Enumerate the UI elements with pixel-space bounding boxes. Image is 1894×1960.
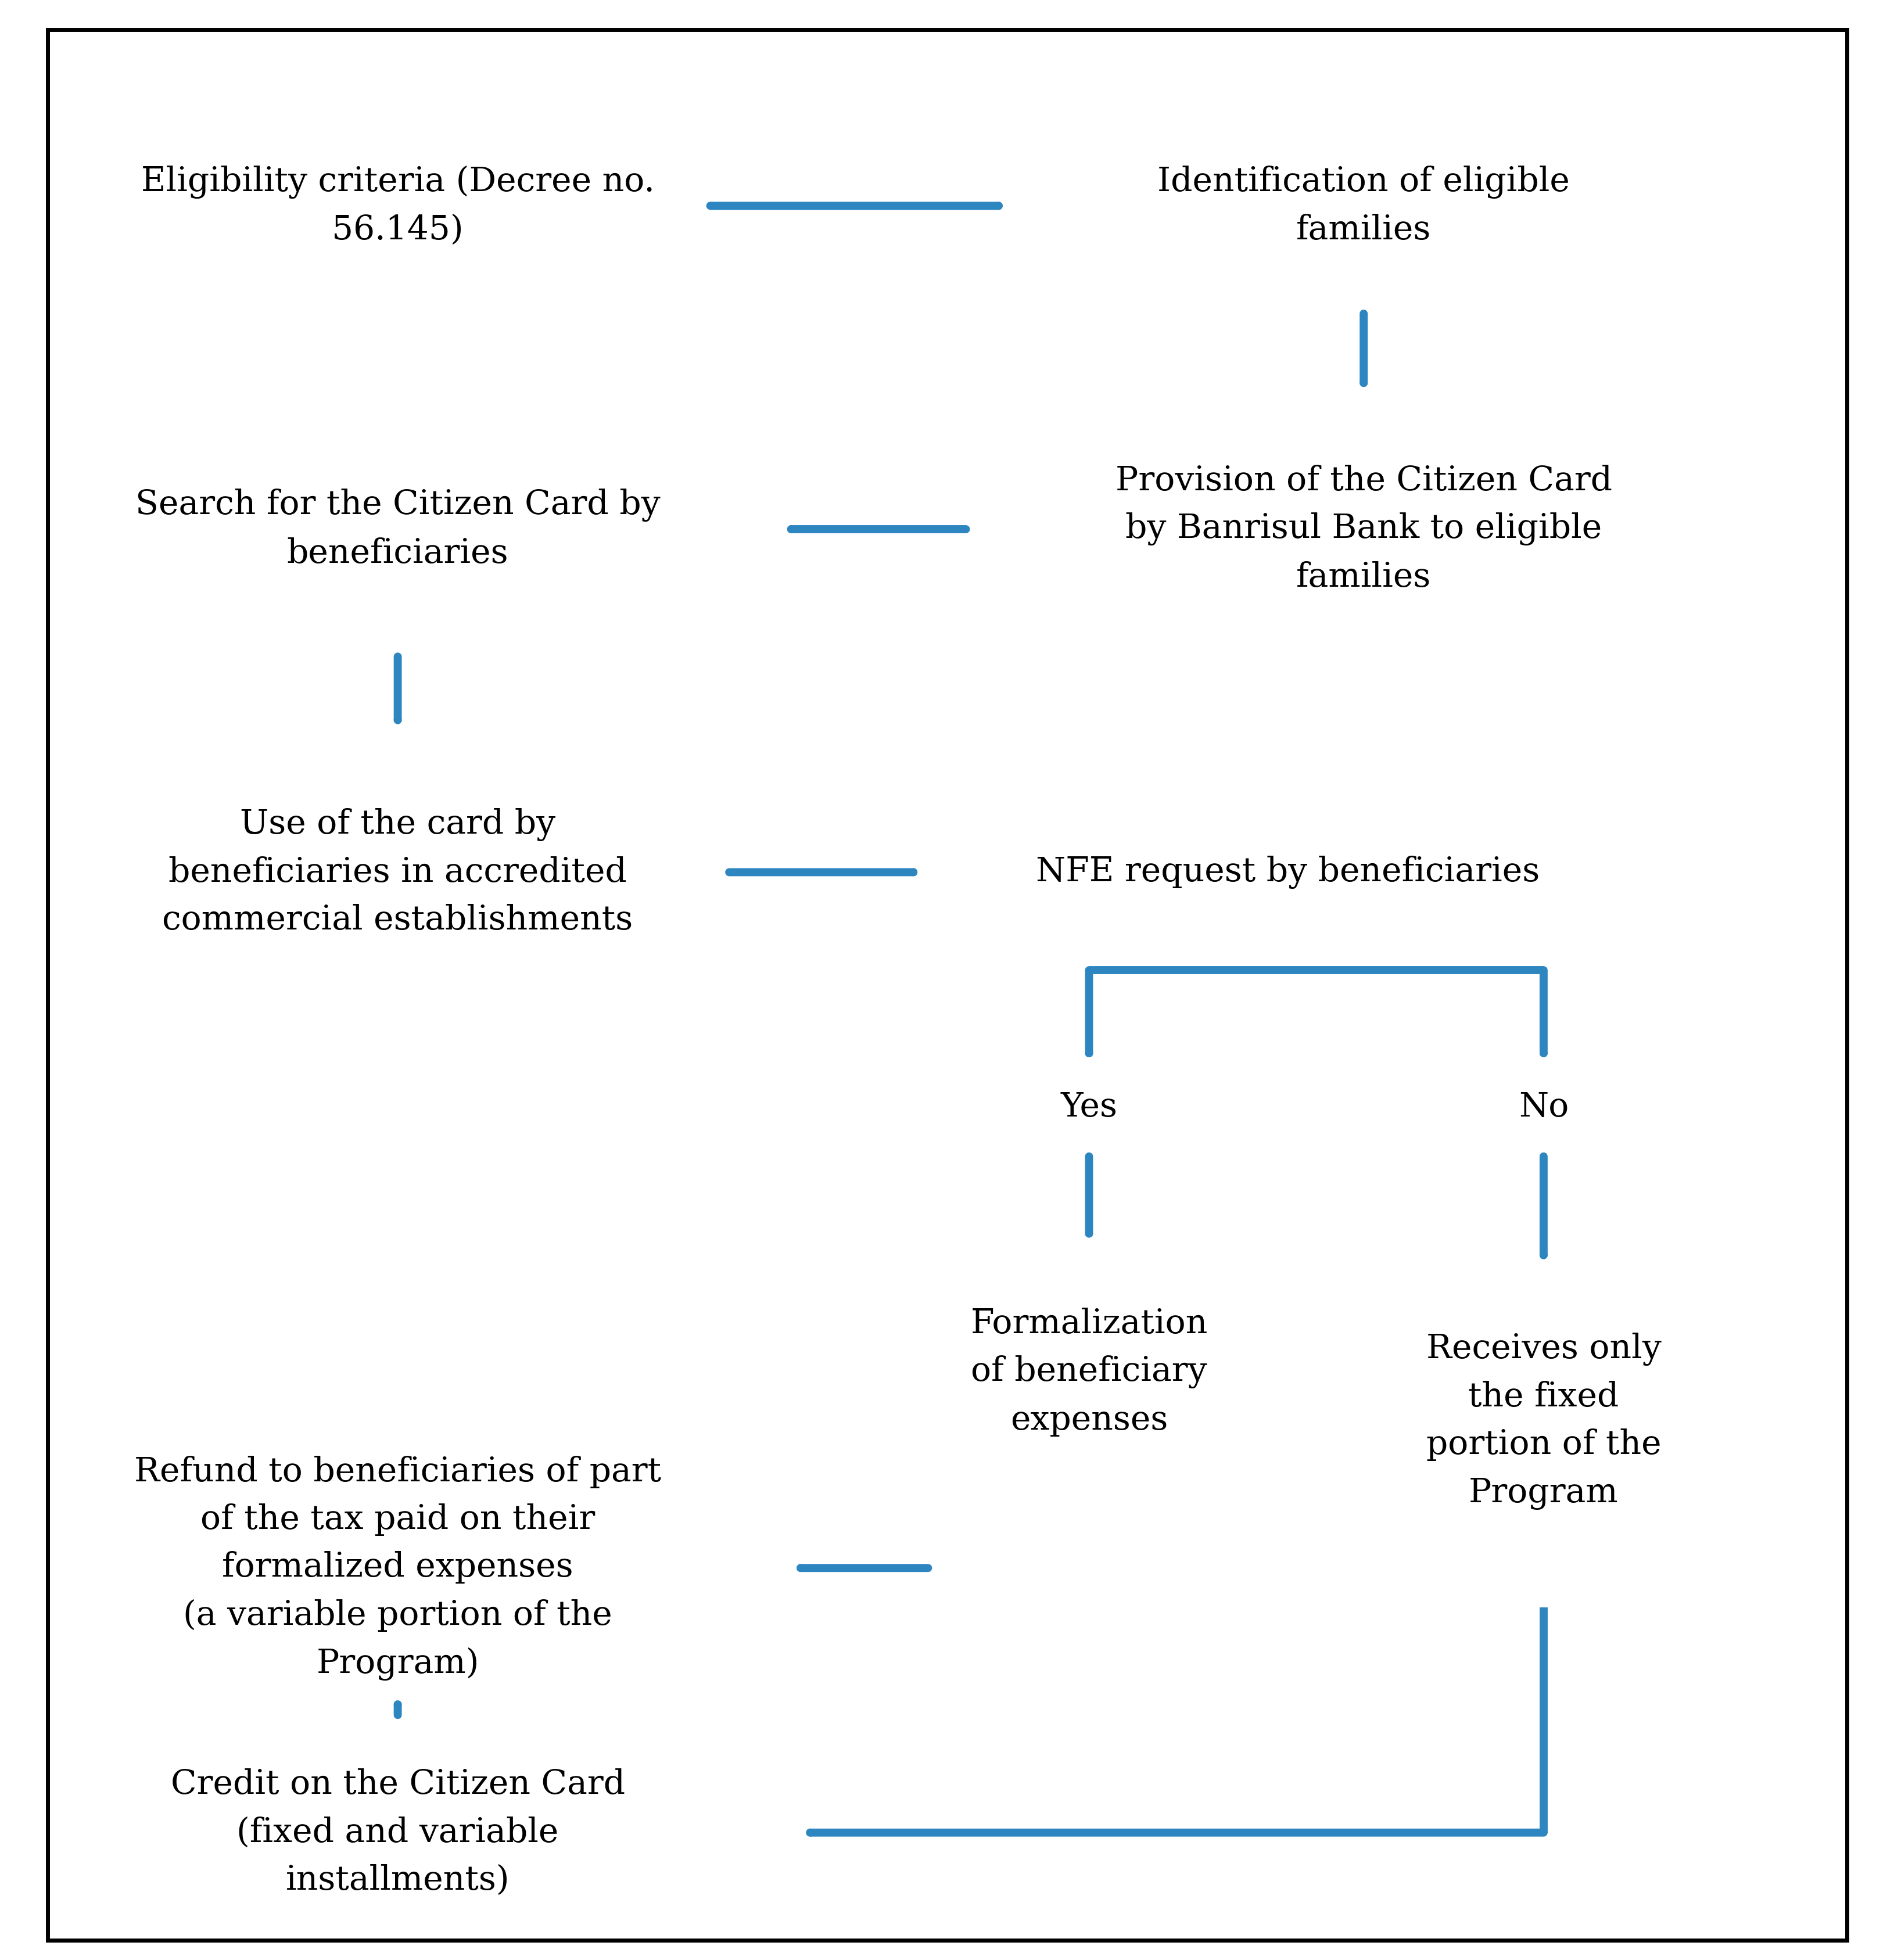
FancyBboxPatch shape (47, 29, 1847, 1940)
Text: Credit on the Citizen Card
(fixed and variable
installments): Credit on the Citizen Card (fixed and va… (170, 1768, 625, 1897)
Text: Use of the card by
beneficiaries in accredited
commercial establishments: Use of the card by beneficiaries in accr… (163, 808, 633, 937)
Text: Eligibility criteria (Decree no.
56.145): Eligibility criteria (Decree no. 56.145) (140, 165, 655, 247)
Text: Yes: Yes (1061, 1092, 1117, 1123)
Text: NFE request by beneficiaries: NFE request by beneficiaries (1036, 857, 1540, 888)
Text: Provision of the Citizen Card
by Banrisul Bank to eligible
families: Provision of the Citizen Card by Banrisu… (1116, 465, 1612, 594)
Text: Receives only
the fixed
portion of the
Program: Receives only the fixed portion of the P… (1426, 1333, 1661, 1509)
Text: Refund to beneficiaries of part
of the tax paid on their
formalized expenses
(a : Refund to beneficiaries of part of the t… (134, 1456, 661, 1680)
Text: Search for the Citizen Card by
beneficiaries: Search for the Citizen Card by beneficia… (134, 488, 661, 570)
Text: Formalization
of beneficiary
expenses: Formalization of beneficiary expenses (970, 1307, 1208, 1437)
Text: No: No (1519, 1092, 1568, 1123)
Text: Identification of eligible
families: Identification of eligible families (1157, 165, 1570, 247)
